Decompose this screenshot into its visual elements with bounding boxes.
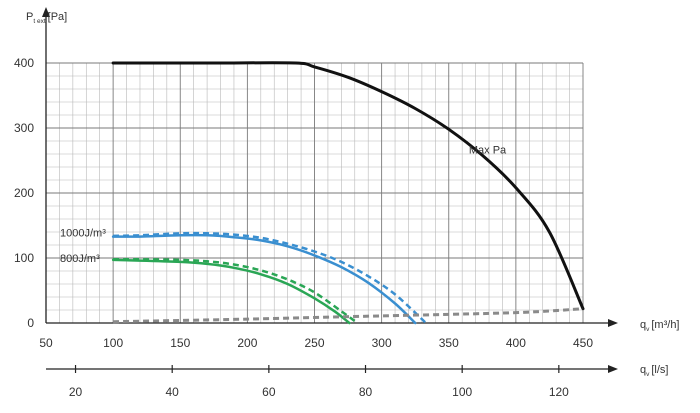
x2-axis-title-unit: [l/s] (651, 364, 668, 376)
x2-axis-arrow (608, 365, 618, 373)
x2-tick-label: 60 (262, 385, 276, 399)
svg-text:qv[l/s]: qv [l/s] (640, 364, 669, 378)
curve-label: 800J/m³ (60, 253, 100, 265)
x-tick-label: 250 (304, 336, 324, 350)
y-tick-label: 100 (14, 251, 34, 265)
labels-layer: 0 100 200 300 400 50 100 150 200 250 300 350 400 450 2… (14, 56, 593, 399)
y-axis-title-unit: [Pa] (48, 11, 68, 23)
curve-label: Max Pa (469, 144, 507, 156)
series-1000j-m (111, 233, 417, 325)
x2-tick-label: 80 (359, 385, 373, 399)
x2-tick-label: 40 (166, 385, 180, 399)
x-tick-label: 150 (170, 336, 190, 350)
series-system-curve (113, 307, 584, 324)
y-axis-title-main: P (26, 11, 33, 23)
y-axis-arrow (42, 7, 50, 17)
y-axis-title: Pt ext [Pa] (26, 11, 67, 25)
y-tick-label: 400 (14, 56, 34, 70)
x-tick-label: 200 (237, 336, 257, 350)
series-1000j-m-dashed (113, 231, 427, 324)
x-axis-title-sub: v (646, 326, 650, 333)
x-tick-label: 400 (506, 336, 526, 350)
x-tick-label: 100 (103, 336, 123, 350)
x2-axis-title: qv [l/s] (640, 364, 669, 378)
x-tick-label: 300 (372, 336, 392, 350)
series-max-pa (111, 61, 585, 311)
svg-text:qv[m³/h]: qv [m³/h] (640, 319, 680, 333)
y-tick-label: 0 (27, 316, 34, 330)
x2-tick-label: 20 (69, 385, 83, 399)
x-tick-label: 350 (439, 336, 459, 350)
x2-axis-title-main: q (640, 364, 646, 376)
series-800j-m-dashed (113, 258, 359, 325)
y-axis-title-sub: t ext (33, 18, 45, 25)
x-tick-label: 450 (573, 336, 593, 350)
svg-text:Pt ext[Pa]: Pt ext [Pa] (26, 11, 67, 25)
series-800j-m (111, 258, 351, 325)
axes (42, 7, 618, 373)
curve-label: 1000J/m³ (60, 228, 106, 240)
x2-tick-label: 100 (452, 385, 472, 399)
series-layer (111, 61, 585, 325)
x-axis-arrow (608, 319, 618, 327)
x-axis-title: qv [m³/h] (640, 319, 680, 333)
y-tick-label: 200 (14, 186, 34, 200)
x-axis-title-main: q (640, 319, 646, 331)
x-tick-label: 50 (39, 336, 53, 350)
x2-tick-label: 120 (549, 385, 569, 399)
y-tick-label: 300 (14, 121, 34, 135)
x-axis-title-unit: [m³/h] (651, 319, 679, 331)
x2-axis-title-sub: v (646, 371, 650, 378)
